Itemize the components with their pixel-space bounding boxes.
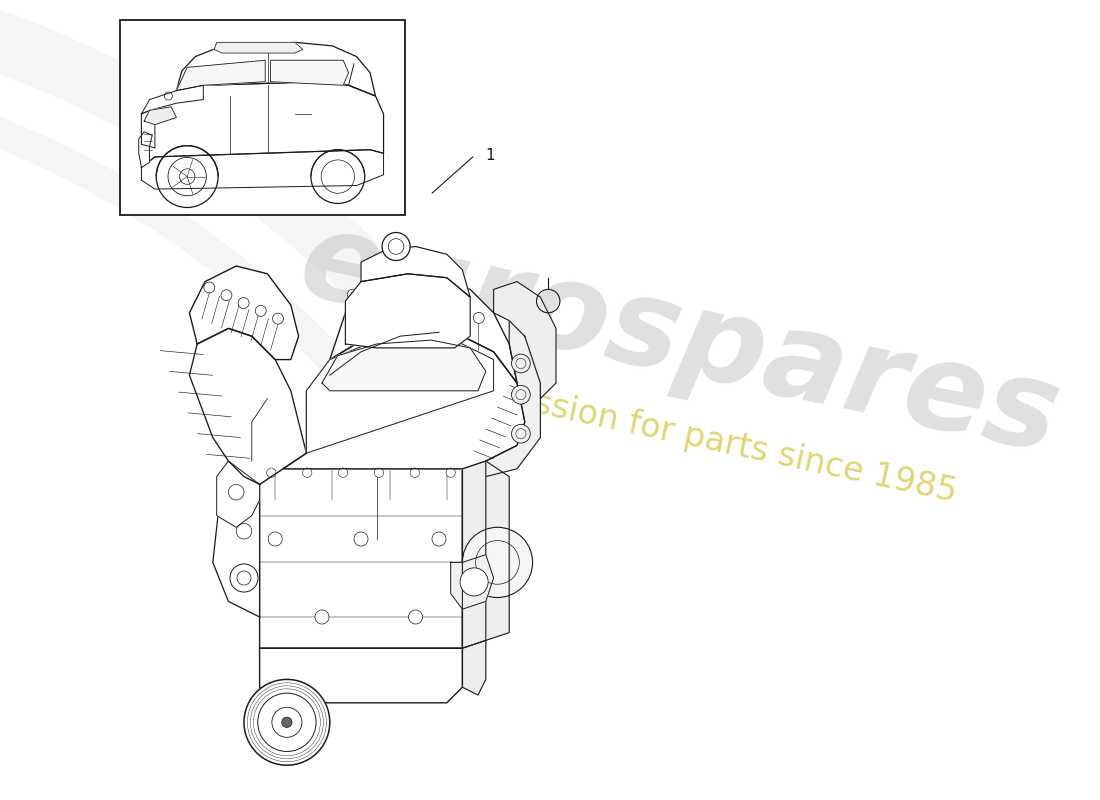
Polygon shape (462, 640, 486, 695)
Polygon shape (176, 60, 265, 90)
Text: a passion for parts since 1985: a passion for parts since 1985 (460, 371, 960, 509)
Circle shape (446, 468, 455, 478)
Circle shape (374, 468, 384, 478)
Circle shape (512, 424, 530, 443)
Polygon shape (212, 453, 283, 617)
Polygon shape (214, 42, 302, 53)
Circle shape (382, 233, 410, 261)
Polygon shape (462, 461, 509, 648)
Circle shape (354, 532, 368, 546)
Circle shape (512, 386, 530, 404)
Polygon shape (271, 60, 349, 86)
Circle shape (398, 298, 409, 310)
Polygon shape (462, 461, 486, 648)
Circle shape (266, 468, 276, 478)
Circle shape (422, 303, 433, 314)
Polygon shape (451, 554, 494, 610)
Circle shape (473, 313, 484, 323)
Circle shape (410, 468, 419, 478)
Polygon shape (494, 282, 556, 398)
Bar (120, 20, 405, 215)
Circle shape (282, 717, 292, 727)
Circle shape (221, 290, 232, 301)
Polygon shape (217, 461, 260, 527)
Polygon shape (260, 648, 462, 702)
Polygon shape (361, 246, 470, 297)
Polygon shape (176, 42, 375, 96)
Polygon shape (142, 82, 384, 168)
Polygon shape (189, 328, 307, 484)
Circle shape (460, 568, 488, 596)
Circle shape (432, 532, 446, 546)
Circle shape (255, 306, 266, 316)
Polygon shape (0, 10, 461, 598)
Polygon shape (139, 132, 152, 168)
Text: 1: 1 (485, 147, 495, 162)
Polygon shape (144, 106, 176, 125)
Circle shape (238, 298, 249, 309)
Circle shape (204, 282, 214, 293)
Polygon shape (142, 110, 155, 148)
Circle shape (230, 564, 258, 592)
Polygon shape (142, 86, 204, 114)
Circle shape (448, 308, 459, 318)
Circle shape (268, 532, 283, 546)
Polygon shape (189, 266, 298, 360)
Polygon shape (142, 150, 384, 189)
Circle shape (462, 527, 532, 598)
Circle shape (244, 679, 330, 765)
Polygon shape (345, 274, 470, 348)
Polygon shape (260, 469, 462, 648)
Circle shape (339, 468, 348, 478)
Circle shape (373, 294, 384, 305)
Circle shape (348, 290, 359, 300)
Text: eurospares: eurospares (290, 202, 1070, 478)
Circle shape (512, 354, 530, 373)
Polygon shape (260, 461, 462, 484)
Polygon shape (307, 336, 494, 453)
Circle shape (273, 313, 284, 324)
Circle shape (315, 610, 329, 624)
Circle shape (408, 610, 422, 624)
Polygon shape (283, 328, 525, 469)
Polygon shape (0, 0, 510, 611)
Polygon shape (322, 340, 486, 391)
Polygon shape (330, 278, 517, 383)
Circle shape (302, 468, 312, 478)
Polygon shape (486, 321, 540, 477)
